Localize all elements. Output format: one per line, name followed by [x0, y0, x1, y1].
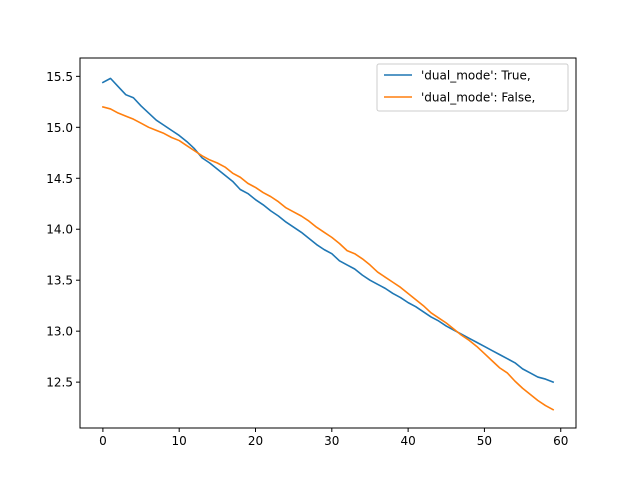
x-tick-label: 50 [477, 434, 492, 448]
y-tick-label: 15.5 [46, 70, 73, 84]
axes-group [79, 57, 577, 429]
x-axis-ticks: 0 10 20 30 40 50 60 [99, 428, 568, 448]
legend: 'dual_mode': True, 'dual_mode': False, [376, 63, 569, 112]
plot-area [80, 58, 576, 428]
y-tick-label: 14.5 [46, 172, 73, 186]
legend-label-dual-mode-false: 'dual_mode': False, [421, 91, 535, 105]
y-tick-label: 15.0 [46, 121, 73, 135]
series-line-dual-mode-false [101, 105, 555, 411]
x-tick-label: 20 [248, 434, 263, 448]
y-axis-ticks: 12.5 13.0 13.5 14.0 14.5 15.0 15.5 [46, 70, 80, 390]
axes-frame [79, 57, 577, 429]
y-tick-label: 13.5 [46, 274, 73, 288]
y-tick-label: 13.0 [46, 325, 73, 339]
legend-frame [376, 63, 569, 112]
y-tick-label: 12.5 [46, 376, 73, 390]
series-line-dual-mode-true [101, 77, 555, 384]
legend-label-dual-mode-true: 'dual_mode': True, [421, 69, 531, 83]
y-tick-label: 14.0 [46, 223, 73, 237]
x-tick-label: 10 [172, 434, 187, 448]
x-tick-label: 30 [324, 434, 339, 448]
x-tick-label: 0 [99, 434, 107, 448]
x-tick-label: 60 [553, 434, 568, 448]
x-tick-label: 40 [400, 434, 415, 448]
series-group [101, 77, 555, 411]
